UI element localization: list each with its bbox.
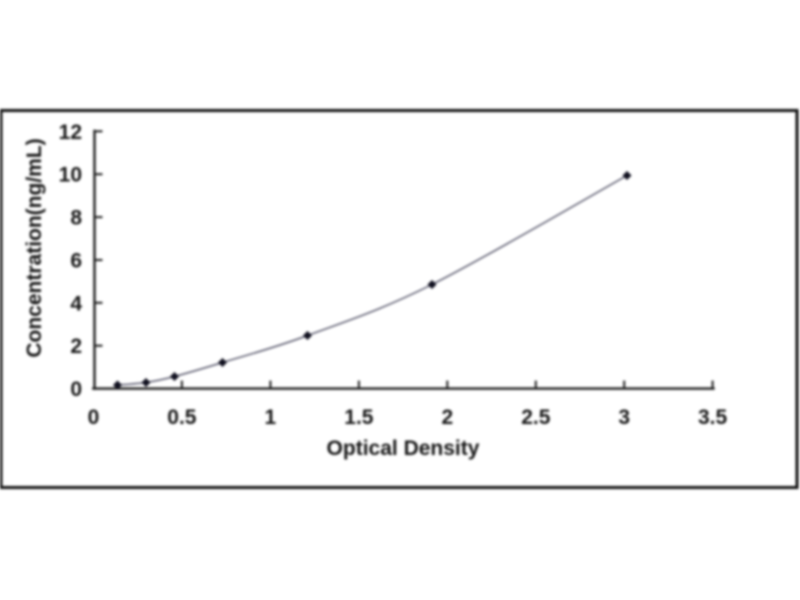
svg-text:3.5: 3.5 — [698, 406, 728, 429]
svg-text:2: 2 — [441, 406, 453, 429]
svg-text:Concentration(ng/mL): Concentration(ng/mL) — [23, 138, 46, 357]
svg-text:12: 12 — [59, 121, 82, 144]
svg-text:8: 8 — [70, 207, 82, 230]
svg-text:0: 0 — [70, 378, 82, 401]
svg-text:10: 10 — [59, 164, 82, 187]
svg-text:3: 3 — [618, 406, 630, 429]
svg-text:1: 1 — [265, 406, 277, 429]
svg-text:0: 0 — [88, 406, 100, 429]
svg-text:6: 6 — [70, 250, 82, 273]
svg-text:2.5: 2.5 — [521, 406, 551, 429]
svg-text:1.5: 1.5 — [344, 406, 374, 429]
svg-text:2: 2 — [70, 335, 82, 358]
svg-text:0.5: 0.5 — [167, 406, 197, 429]
svg-text:4: 4 — [70, 292, 82, 315]
svg-text:Optical Density: Optical Density — [327, 437, 480, 460]
